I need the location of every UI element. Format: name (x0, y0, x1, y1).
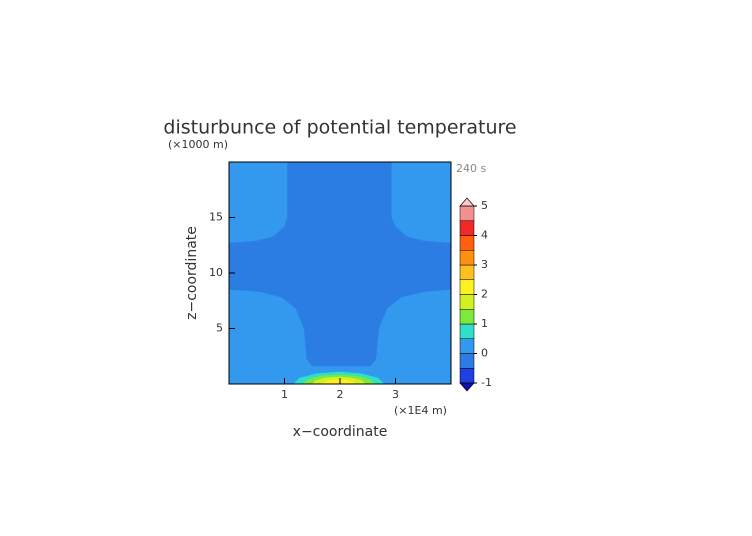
y-tick-label: 5 (216, 322, 223, 335)
x-tick-label: 2 (337, 388, 344, 401)
colorbar-tick-label: 2 (481, 288, 488, 301)
colorbar-over (459, 197, 475, 207)
chart-title: disturbunce of potential temperature (163, 117, 516, 139)
colorbar-tick-label: -1 (481, 376, 492, 389)
colorbar-tick-label: 3 (481, 258, 488, 271)
colorbar-tick-label: 5 (481, 199, 488, 212)
x-axis-label: x−coordinate (293, 424, 388, 440)
y-tick-label: 15 (209, 211, 223, 224)
contour-fill (229, 162, 451, 367)
colorbar-box (459, 250, 475, 266)
colorbar-box (459, 309, 475, 325)
colorbar-box (459, 294, 475, 310)
colorbar-tick-label: 1 (481, 317, 488, 330)
colorbar-box (459, 205, 475, 221)
colorbar-under (459, 382, 475, 392)
colorbar-tick-label: 0 (481, 347, 488, 360)
x-tick-label: 3 (392, 388, 399, 401)
colorbar-tick-label: 4 (481, 229, 488, 242)
colorbar-box (459, 368, 475, 384)
colorbar-box (459, 264, 475, 280)
colorbar-box (459, 338, 475, 354)
x-unit: (×1E4 m) (394, 404, 447, 417)
colorbar-box (459, 235, 475, 251)
y-unit: (×1000 m) (168, 138, 228, 151)
colorbar-box (459, 323, 475, 339)
y-axis-label: z−coordinate (184, 226, 200, 320)
colorbar-box (459, 353, 475, 369)
time-label: 240 s (456, 162, 486, 175)
contour-fill (322, 379, 356, 384)
x-tick-label: 1 (281, 388, 288, 401)
colorbar-box (459, 279, 475, 295)
colorbar-box (459, 220, 475, 236)
y-tick-label: 10 (209, 266, 223, 279)
